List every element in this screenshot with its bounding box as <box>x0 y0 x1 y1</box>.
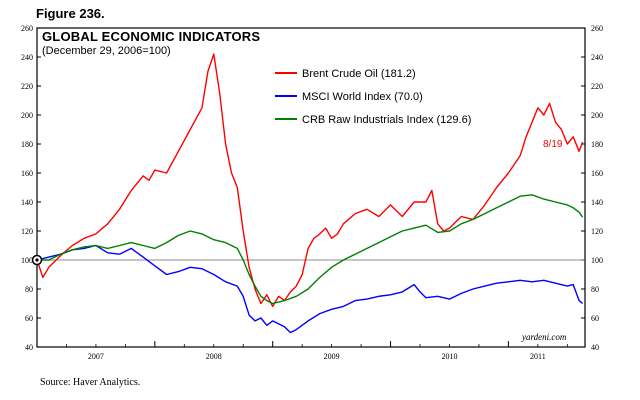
y-tick-label-right: 80 <box>591 285 599 294</box>
y-tick-label-right: 100 <box>591 256 603 265</box>
x-tick-label: 2010 <box>441 352 457 361</box>
legend-label: CRB Raw Industrials Index (129.6) <box>302 114 471 126</box>
y-tick-label-left: 260 <box>21 24 33 33</box>
y-tick-label-right: 120 <box>591 227 603 236</box>
y-axis-right: 40 60 80 100 120 140 160 180 200 220 240 260 <box>581 24 603 352</box>
credit-label: yardeni.com <box>522 332 567 342</box>
x-tick-label: 2011 <box>530 352 546 361</box>
y-tick-label-left: 220 <box>21 82 33 91</box>
series-line-crb-raw-industrials-index <box>37 194 584 305</box>
base-date-marker <box>31 254 43 266</box>
y-tick-label-left: 200 <box>21 111 33 120</box>
y-tick-label-right: 60 <box>591 314 599 323</box>
y-tick-label-left: 180 <box>21 140 33 149</box>
series-group <box>36 53 584 334</box>
end-date-annotation: 8/19 <box>543 139 563 150</box>
y-tick-label-left: 140 <box>21 198 33 207</box>
legend-label: Brent Crude Oil (181.2) <box>302 68 416 80</box>
y-tick-label-right: 180 <box>591 140 603 149</box>
y-tick-label-right: 260 <box>591 24 603 33</box>
chart-subtitle: (December 29, 2006=100) <box>42 45 171 57</box>
figure-label: Figure 236. <box>36 6 105 21</box>
series-line-brent-crude-oil <box>36 53 584 308</box>
base-marker-dot <box>35 258 39 262</box>
y-tick-label-right: 220 <box>591 82 603 91</box>
legend: Brent Crude Oil (181.2) MSCI World Index … <box>275 68 471 126</box>
legend-label: MSCI World Index (70.0) <box>302 91 423 103</box>
y-tick-label-left: 120 <box>21 227 33 236</box>
y-tick-label-right: 240 <box>591 53 603 62</box>
y-tick-label-right: 160 <box>591 169 603 178</box>
y-tick-label-right: 200 <box>591 111 603 120</box>
source-note: Source: Haver Analytics. <box>40 377 141 388</box>
y-tick-label-left: 60 <box>25 314 33 323</box>
x-axis: 2007 2008 2009 2010 2011 <box>36 341 568 361</box>
chart-title: GLOBAL ECONOMIC INDICATORS <box>42 29 261 44</box>
y-tick-label-left: 160 <box>21 169 33 178</box>
x-tick-label: 2008 <box>206 352 222 361</box>
y-tick-label-right: 140 <box>591 198 603 207</box>
series-line-msci-world-index <box>36 244 584 334</box>
y-tick-label-right: 40 <box>591 343 599 352</box>
x-tick-label: 2007 <box>88 352 104 361</box>
y-tick-label-left: 100 <box>21 256 33 265</box>
y-tick-label-left: 40 <box>25 343 33 352</box>
y-tick-label-left: 80 <box>25 285 33 294</box>
x-tick-label: 2009 <box>324 352 340 361</box>
plot-frame <box>36 27 586 348</box>
y-axis-left: 40 60 80 100 120 140 160 180 200 220 240 260 <box>21 24 41 352</box>
y-tick-label-left: 240 <box>21 53 33 62</box>
